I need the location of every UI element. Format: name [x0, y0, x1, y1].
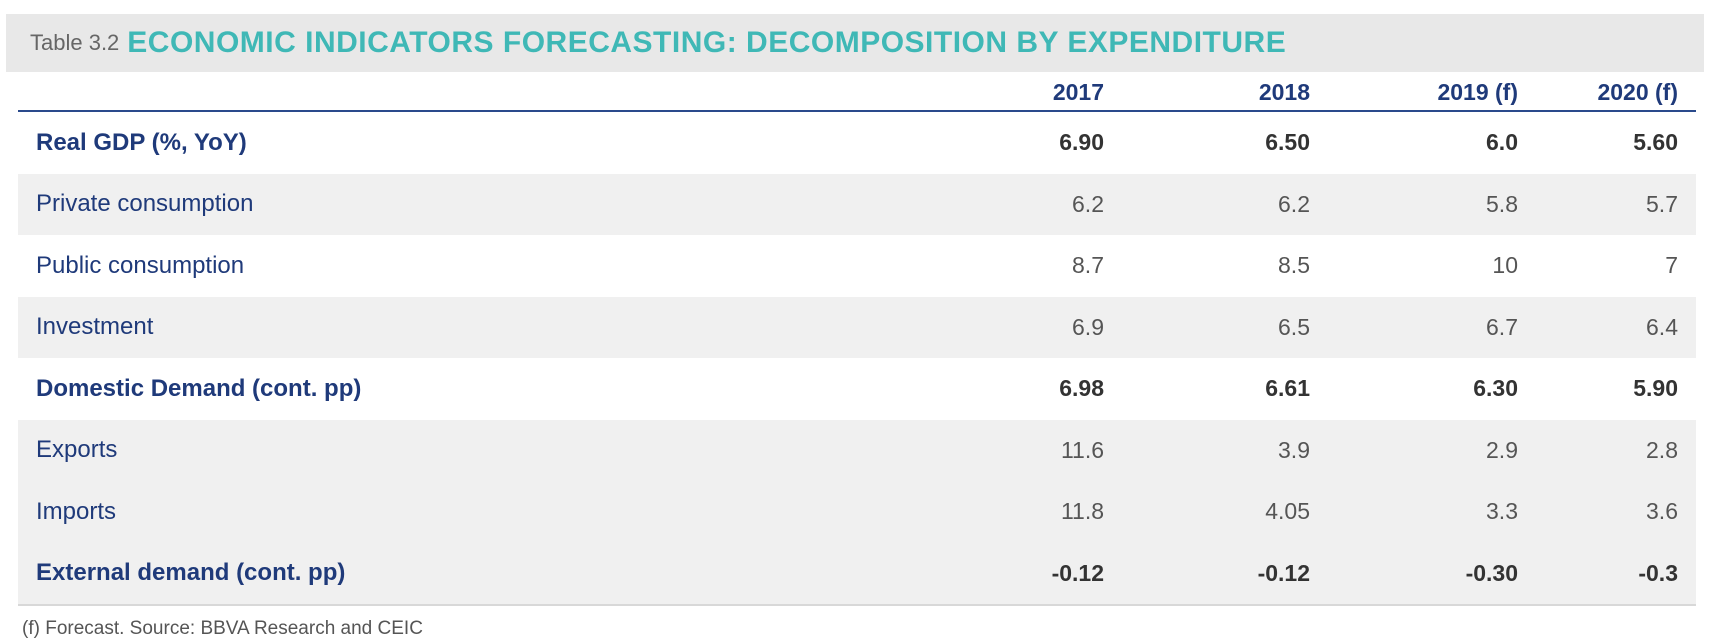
row-label: Public consumption: [36, 251, 245, 279]
cell-2018: -0.12: [1257, 559, 1310, 586]
table-header-row: 2017 2018 2019 (f) 2020 (f): [18, 74, 1696, 112]
table-footnote: (f) Forecast. Source: BBVA Research and …: [22, 618, 423, 639]
table-row-external-demand: External demand (cont. pp) -0.12 -0.12 -…: [18, 542, 1696, 604]
cell-2017: 11.8: [1060, 498, 1104, 525]
row-label: Imports: [36, 497, 117, 525]
table-row-investment: Investment 6.9 6.5 6.7 6.4: [18, 296, 1696, 358]
cell-2020f: 7: [1665, 252, 1678, 279]
cell-2018: 6.5: [1278, 313, 1310, 340]
cell-2017: 6.9: [1072, 313, 1104, 340]
cell-2020f: 5.60: [1633, 129, 1678, 156]
table-number: Table 3.2: [30, 30, 120, 55]
row-label: Domestic Demand (cont. pp): [36, 374, 362, 402]
indicators-table: 2017 2018 2019 (f) 2020 (f) Real GDP (%,…: [18, 74, 1696, 606]
cell-2018: 4.05: [1265, 498, 1310, 525]
cell-2019f: 2.9: [1486, 436, 1518, 463]
cell-2020f: 5.90: [1633, 375, 1678, 402]
row-label: Real GDP (%, YoY): [36, 128, 247, 156]
row-label: Investment: [36, 313, 154, 341]
cell-2017: 6.90: [1059, 129, 1104, 156]
cell-2018: 3.9: [1278, 436, 1310, 463]
cell-2020f: 2.8: [1646, 436, 1678, 463]
cell-2018: 6.61: [1265, 375, 1310, 402]
column-header-2020f: 2020 (f): [1597, 79, 1678, 105]
cell-2018: 8.5: [1278, 252, 1310, 279]
cell-2017: 6.2: [1072, 190, 1104, 217]
cell-2019f: 6.0: [1486, 129, 1518, 156]
cell-2019f: 6.7: [1486, 313, 1518, 340]
table-row-public-consumption: Public consumption 8.7 8.5 10 7: [18, 235, 1696, 297]
row-label: Private consumption: [36, 190, 254, 218]
row-label: Exports: [36, 436, 118, 464]
table-bottom-rule: [18, 604, 1696, 606]
column-header-2017: 2017: [1052, 79, 1104, 105]
cell-2017: 8.7: [1072, 252, 1104, 279]
cell-2017: 11.6: [1060, 436, 1104, 463]
cell-2020f: 6.4: [1646, 313, 1678, 340]
cell-2018: 6.2: [1278, 190, 1310, 217]
cell-2019f: 3.3: [1486, 498, 1518, 525]
cell-2019f: -0.30: [1465, 559, 1518, 586]
column-header-2018: 2018: [1258, 79, 1310, 105]
cell-2019f: 10: [1492, 252, 1518, 279]
table-row-exports: Exports 11.6 3.9 2.9 2.8: [18, 419, 1696, 481]
table-title-bar: Table 3.2 ECONOMIC INDICATORS FORECASTIN…: [6, 14, 1704, 72]
cell-2017: 6.98: [1059, 375, 1104, 402]
cell-2020f: 5.7: [1646, 190, 1678, 217]
table-row-imports: Imports 11.8 4.05 3.3 3.6: [18, 481, 1696, 543]
table-title: ECONOMIC INDICATORS FORECASTING: DECOMPO…: [127, 26, 1287, 59]
column-header-2019f: 2019 (f): [1437, 79, 1518, 105]
table-row-private-consumption: Private consumption 6.2 6.2 5.8 5.7: [18, 173, 1696, 235]
cell-2020f: -0.3: [1638, 559, 1678, 586]
cell-2020f: 3.6: [1646, 498, 1678, 525]
cell-2017: -0.12: [1051, 559, 1104, 586]
table-row-domestic-demand: Domestic Demand (cont. pp) 6.98 6.61 6.3…: [18, 358, 1696, 420]
cell-2019f: 6.30: [1473, 375, 1518, 402]
table-row-real-gdp: Real GDP (%, YoY) 6.90 6.50 6.0 5.60: [18, 112, 1696, 174]
cell-2019f: 5.8: [1486, 190, 1518, 217]
row-label: External demand (cont. pp): [36, 559, 346, 587]
cell-2018: 6.50: [1265, 129, 1310, 156]
